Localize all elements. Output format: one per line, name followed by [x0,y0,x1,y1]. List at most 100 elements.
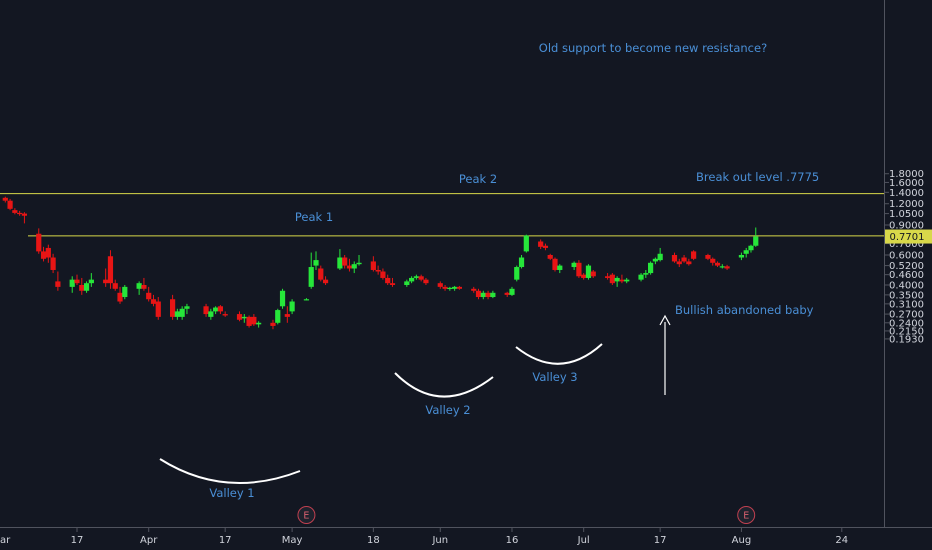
candle[interactable] [710,257,716,266]
candle[interactable] [590,269,596,278]
candle[interactable] [604,273,611,280]
candle[interactable] [714,261,721,268]
candle[interactable] [83,281,90,293]
candle[interactable] [409,276,415,284]
candle[interactable] [691,250,697,261]
candle[interactable] [389,277,396,287]
candle[interactable] [686,258,692,266]
candle[interactable] [504,291,510,298]
candle[interactable] [256,321,262,328]
candle[interactable] [490,290,496,299]
candle[interactable] [552,257,558,272]
candle[interactable] [518,255,525,269]
candle[interactable] [346,258,353,272]
candle[interactable] [514,265,520,282]
candle[interactable] [356,255,362,266]
candle[interactable] [724,264,730,270]
candle[interactable] [418,274,424,282]
candle[interactable] [74,274,80,285]
candle[interactable] [624,277,630,284]
candle[interactable] [236,311,243,322]
candle[interactable] [452,285,458,291]
candle[interactable] [208,308,214,320]
candle[interactable] [7,198,13,211]
candle[interactable] [79,277,85,295]
candle[interactable] [475,288,482,300]
candle[interactable] [117,286,123,304]
candle[interactable] [217,305,223,315]
candle[interactable] [581,273,587,280]
candle[interactable] [385,274,391,285]
candle[interactable] [270,319,276,330]
candle[interactable] [370,256,376,272]
candle[interactable] [657,247,663,262]
price-axis[interactable]: 1.80001.60001.40001.20001.05000.90000.80… [884,0,925,528]
candle[interactable] [523,234,529,253]
candle[interactable] [241,314,247,323]
candle[interactable] [652,257,658,265]
candle[interactable] [141,277,147,291]
candle[interactable] [279,288,286,309]
candle[interactable] [289,299,295,315]
candle[interactable] [643,269,649,278]
candle[interactable] [17,210,23,216]
candle[interactable] [743,247,749,258]
candle[interactable] [413,274,419,280]
candle[interactable] [681,255,687,263]
candle[interactable] [456,285,462,290]
candle[interactable] [174,308,180,320]
candle[interactable] [648,261,654,275]
candle[interactable] [619,274,625,284]
candle[interactable] [447,286,453,291]
candle[interactable] [614,276,620,287]
candle[interactable] [103,268,109,287]
candle[interactable] [322,276,329,285]
candle[interactable] [748,244,754,253]
candle[interactable] [423,277,429,285]
candle[interactable] [40,246,47,262]
candle[interactable] [88,273,94,287]
candle[interactable] [351,261,357,274]
candle[interactable] [303,298,310,301]
candle[interactable] [437,281,443,289]
candle[interactable] [547,253,553,261]
candle[interactable] [222,311,228,317]
candle[interactable] [21,212,28,224]
candle[interactable] [404,279,410,287]
candle[interactable] [69,276,75,293]
earnings-marker[interactable]: E [297,506,316,524]
candle[interactable] [571,261,577,270]
candle[interactable] [170,294,176,320]
candle[interactable] [638,273,644,282]
candle[interactable] [146,286,152,302]
candle[interactable] [284,306,290,323]
candle[interactable] [705,253,711,261]
candle[interactable] [738,252,745,261]
candle[interactable] [275,308,281,325]
earnings-marker[interactable]: E [737,506,756,524]
candle[interactable] [55,271,61,291]
candle[interactable] [112,279,118,291]
candle[interactable] [107,250,114,289]
candle[interactable] [122,285,128,300]
candle[interactable] [753,227,759,247]
candle[interactable] [342,255,348,269]
candle[interactable] [203,303,209,317]
candle[interactable] [337,249,343,270]
candle[interactable] [442,285,448,291]
candle[interactable] [576,260,582,278]
candle[interactable] [375,265,381,275]
candle[interactable] [471,286,477,293]
candle[interactable] [12,208,18,215]
candle[interactable] [246,315,252,328]
candle[interactable] [480,290,486,300]
candle[interactable] [213,306,219,315]
candle[interactable] [150,294,157,307]
candle[interactable] [538,239,544,250]
candle[interactable] [719,264,725,269]
candle[interactable] [585,264,592,280]
candle[interactable] [36,228,42,254]
time-axis[interactable]: ar 17 Apr 17 May 18 Jun 16 Jul 17 Aug 24 [0,527,932,547]
candle[interactable] [184,303,190,315]
